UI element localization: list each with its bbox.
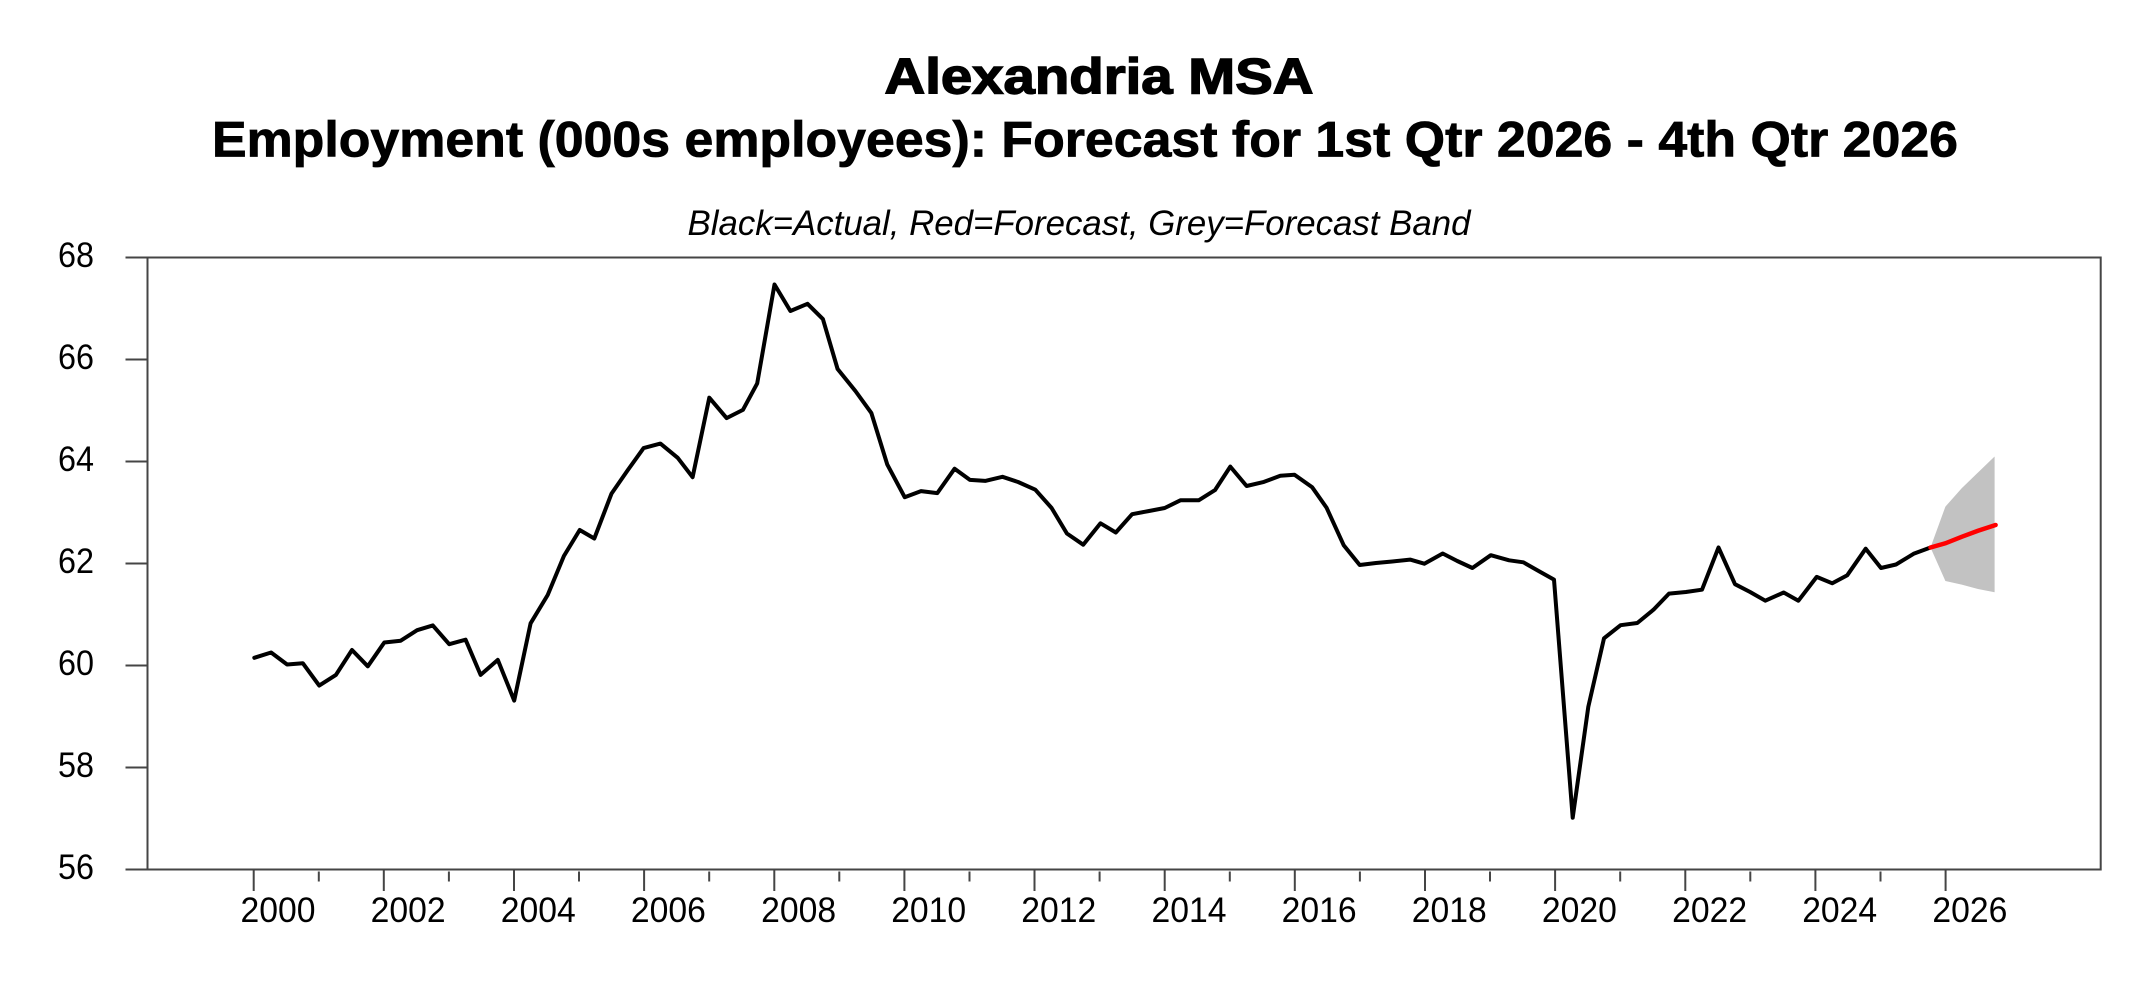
svg-text:68: 68 xyxy=(58,236,94,275)
svg-text:2020: 2020 xyxy=(1542,891,1617,930)
svg-text:Black=Actual, Red=Forecast, Gr: Black=Actual, Red=Forecast, Grey=Forecas… xyxy=(688,204,1473,243)
svg-text:2018: 2018 xyxy=(1412,891,1487,930)
svg-text:2014: 2014 xyxy=(1152,891,1227,930)
svg-text:62: 62 xyxy=(58,542,94,581)
svg-text:2010: 2010 xyxy=(891,891,966,930)
svg-text:2012: 2012 xyxy=(1021,891,1096,930)
svg-text:2006: 2006 xyxy=(631,891,706,930)
svg-text:66: 66 xyxy=(58,338,94,377)
svg-text:2008: 2008 xyxy=(761,891,836,930)
svg-text:2002: 2002 xyxy=(371,891,446,930)
svg-text:2026: 2026 xyxy=(1932,891,2007,930)
svg-text:56: 56 xyxy=(58,848,94,887)
svg-text:2004: 2004 xyxy=(501,891,576,930)
svg-text:64: 64 xyxy=(58,440,94,479)
svg-text:60: 60 xyxy=(58,644,94,683)
svg-text:Employment (000s employees): F: Employment (000s employees): Forecast fo… xyxy=(212,111,1958,167)
svg-text:2016: 2016 xyxy=(1282,891,1357,930)
svg-text:58: 58 xyxy=(58,746,94,785)
svg-text:Alexandria MSA: Alexandria MSA xyxy=(885,48,1314,104)
svg-text:2024: 2024 xyxy=(1802,891,1877,930)
svg-text:2000: 2000 xyxy=(241,891,316,930)
svg-text:2022: 2022 xyxy=(1672,891,1747,930)
